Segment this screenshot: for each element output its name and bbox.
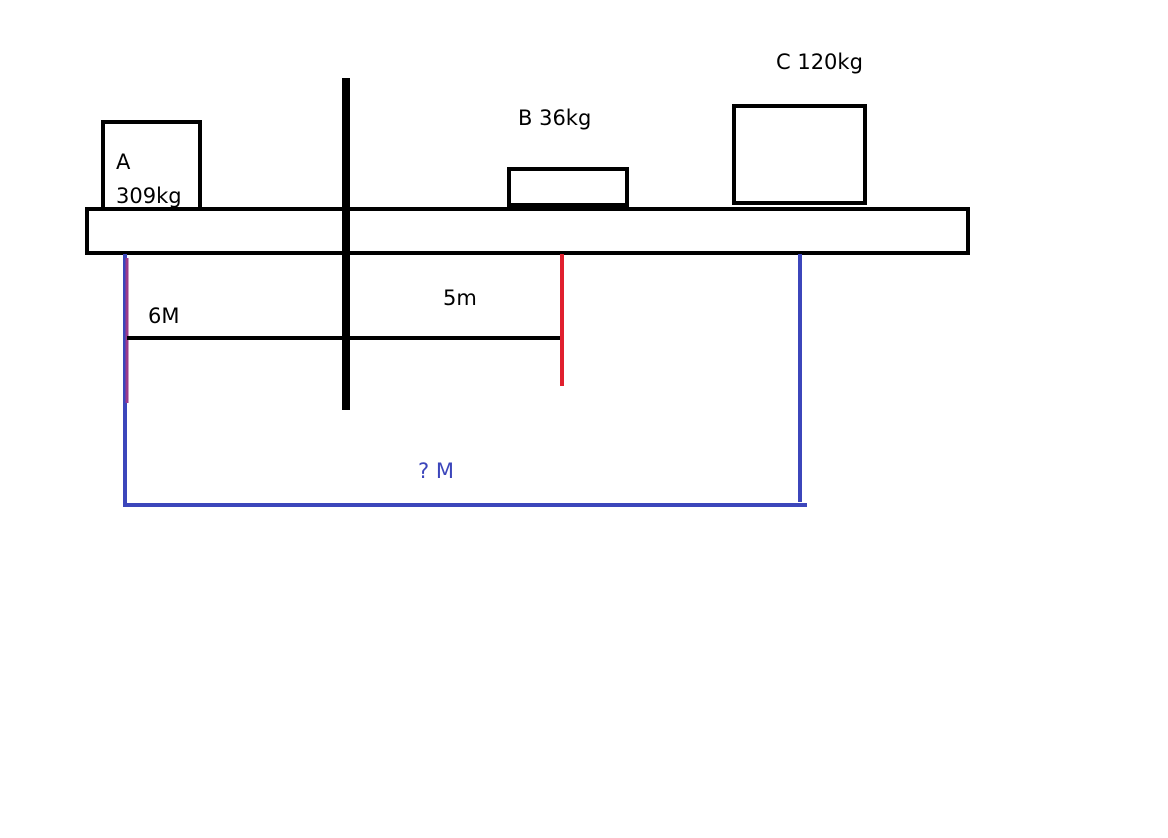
label-a-to-c: ? M bbox=[418, 459, 454, 483]
label-pivot-to-b: 5m bbox=[443, 286, 477, 310]
label-b: B 36kg bbox=[518, 106, 591, 130]
box-c bbox=[732, 104, 867, 205]
beam bbox=[85, 207, 970, 255]
label-a-name: A bbox=[116, 150, 131, 174]
label-a-mass: 309kg bbox=[116, 184, 182, 208]
box-a bbox=[101, 120, 202, 211]
label-a-to-pivot: 6M bbox=[148, 304, 179, 328]
label-c: C 120kg bbox=[776, 50, 863, 74]
box-b bbox=[507, 167, 629, 207]
